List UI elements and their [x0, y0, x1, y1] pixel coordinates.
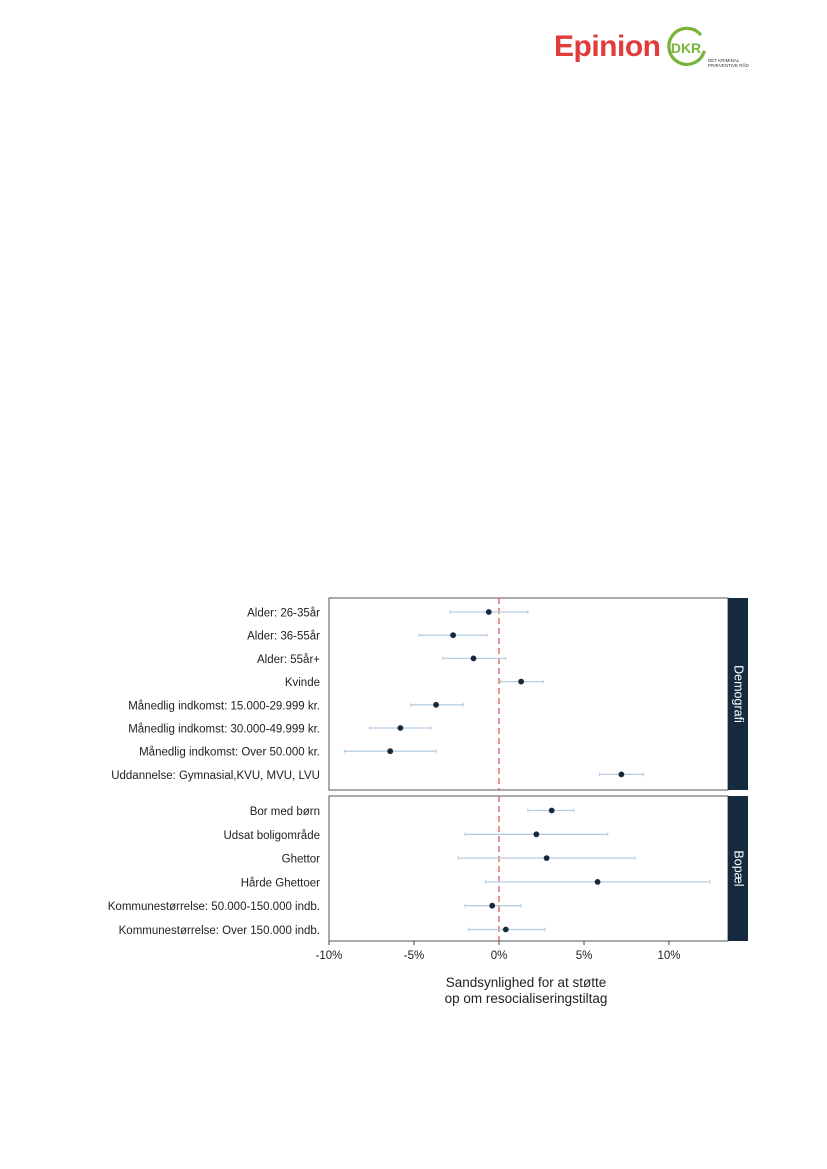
panel-strip	[728, 796, 748, 941]
dkr-subtitle: DET KRIMINAL PRÆVENTIVE RÅD	[708, 58, 768, 68]
data-point	[518, 678, 524, 685]
dkr-subtitle-line1: DET KRIMINAL	[708, 58, 740, 63]
x-tick-label: 10%	[657, 950, 680, 962]
row-label: Alder: 36-55år	[247, 631, 320, 643]
data-point	[485, 609, 492, 615]
epinion-logo: Epinion	[554, 30, 661, 63]
dkr-logo-text: DKR	[671, 40, 701, 56]
data-row: Månedlig indkomst: Over 50.000 kr.	[139, 747, 437, 759]
data-point	[433, 701, 439, 708]
panel-2: Bopæl Bor med børn Udsat boligområde Ghetto…	[108, 795, 748, 942]
panel-1: Demografi Alder: 26-35år Alder: 36-55år Ald…	[111, 597, 748, 791]
x-tick-label: 5%	[576, 950, 593, 962]
panel-strip	[728, 598, 748, 790]
row-label: Månedlig indkomst: 30.000-49.999 kr.	[128, 724, 320, 736]
data-point	[594, 879, 601, 885]
row-label: Månedlig indkomst: Over 50.000 kr.	[139, 747, 320, 759]
x-tick-label: -10%	[316, 950, 343, 962]
data-row: Bor med børn	[250, 806, 575, 818]
x-axis: -10% -5% 0% 5% 10%	[316, 941, 681, 962]
data-row: Alder: 26-35år	[247, 608, 529, 620]
x-tick-label: -5%	[404, 950, 424, 962]
panel-strip-label: Bopæl	[732, 850, 746, 886]
panel-frame	[328, 795, 729, 942]
data-point	[502, 926, 509, 933]
data-row: Månedlig indkomst: 30.000-49.999 kr.	[128, 724, 432, 736]
data-row: Ghettor	[282, 854, 636, 866]
row-label: Alder: 55år+	[257, 654, 320, 666]
panel-frame	[328, 597, 729, 791]
data-point	[387, 748, 394, 755]
data-row: Hårde Ghettoer	[241, 877, 711, 889]
data-row: Alder: 36-55år	[247, 631, 488, 643]
data-point	[533, 831, 540, 838]
x-axis-label-line1: Sandsynlighed for at støtte	[446, 975, 607, 990]
data-point	[470, 655, 477, 662]
logo-area: Epinion DKR DET KRIMINAL PRÆVENTIVE RÅD	[550, 24, 760, 80]
row-label: Udsat boligområde	[223, 830, 320, 842]
panel-strip-label: Demografi	[732, 665, 746, 723]
x-axis-label-line2: op om resocialiseringstiltag	[445, 991, 608, 1006]
data-row: Kvinde	[285, 677, 544, 689]
row-label: Hårde Ghettoer	[241, 877, 320, 889]
row-label: Alder: 26-35år	[247, 608, 320, 620]
data-point	[548, 807, 555, 814]
chart-panels: Demografi Alder: 26-35år Alder: 36-55år Ald…	[108, 597, 748, 942]
dkr-subtitle-line2: PRÆVENTIVE RÅD	[708, 63, 749, 68]
row-label: Kommunestørrelse: Over 150.000 indb.	[119, 925, 320, 937]
data-point	[543, 855, 550, 861]
data-row: Kommunestørrelse: 50.000-150.000 indb.	[108, 901, 522, 913]
data-row: Månedlig indkomst: 15.000-29.999 kr.	[128, 700, 464, 712]
data-point	[489, 902, 496, 909]
data-row: Udsat boligområde	[223, 830, 609, 842]
data-row: Kommunestørrelse: Over 150.000 indb.	[119, 925, 546, 937]
row-label: Kommunestørrelse: 50.000-150.000 indb.	[108, 901, 320, 913]
row-label: Uddannelse: Gymnasial,KVU, MVU, LVU	[111, 770, 320, 782]
data-point	[397, 725, 404, 731]
x-tick-label: 0%	[491, 950, 508, 962]
row-label: Bor med børn	[250, 806, 320, 818]
dkr-logo-icon: DKR	[667, 26, 706, 66]
data-row: Uddannelse: Gymnasial,KVU, MVU, LVU	[111, 770, 644, 782]
row-label: Månedlig indkomst: 15.000-29.999 kr.	[128, 700, 320, 712]
row-label: Kvinde	[285, 677, 320, 689]
data-row: Alder: 55år+	[257, 654, 507, 666]
row-label: Ghettor	[282, 854, 321, 866]
data-point	[618, 771, 625, 778]
data-point	[450, 632, 456, 639]
